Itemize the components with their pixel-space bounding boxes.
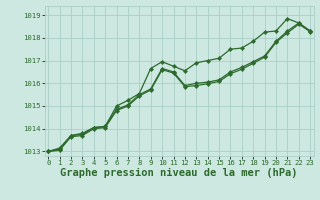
X-axis label: Graphe pression niveau de la mer (hPa): Graphe pression niveau de la mer (hPa) <box>60 168 298 178</box>
